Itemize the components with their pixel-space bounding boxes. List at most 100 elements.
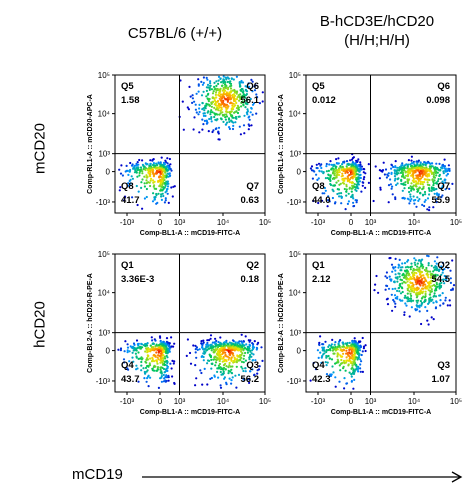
event-dot: [346, 352, 349, 355]
event-dot: [327, 173, 330, 176]
event-dot: [210, 376, 213, 380]
event-dot: [159, 340, 162, 343]
event-dot: [163, 371, 166, 374]
event-dot: [423, 276, 426, 279]
event-dot: [252, 102, 256, 105]
event-dot: [394, 302, 397, 305]
event-dot: [432, 182, 435, 185]
event-dot: [238, 125, 241, 128]
event-dot: [406, 197, 409, 200]
event-dot: [233, 111, 236, 114]
event-dot: [394, 273, 397, 276]
event-dot: [415, 272, 418, 275]
event-dot: [343, 377, 346, 380]
event-dot: [406, 181, 410, 185]
event-dot: [331, 346, 334, 349]
event-dot: [212, 129, 215, 132]
event-dot: [441, 194, 444, 197]
event-dot: [351, 366, 354, 369]
x-tick-label: 0: [158, 218, 163, 227]
event-dot: [325, 162, 328, 166]
event-dot: [230, 359, 233, 362]
y-tick-label: 10³: [98, 150, 110, 159]
event-dot: [251, 346, 254, 349]
event-dot: [234, 346, 237, 349]
event-dot: [421, 203, 424, 206]
event-dot: [425, 279, 428, 283]
event-dot: [236, 104, 239, 107]
event-dot: [342, 352, 345, 355]
event-dot: [411, 282, 414, 285]
event-dot: [217, 75, 221, 78]
event-dot: [413, 261, 416, 264]
event-dot: [353, 363, 356, 366]
event-dot: [325, 356, 328, 359]
event-dot: [235, 107, 239, 110]
event-dot: [432, 176, 436, 179]
event-dot: [389, 178, 392, 181]
event-dot: [398, 298, 401, 301]
event-dot: [326, 361, 329, 364]
event-dot: [414, 169, 418, 172]
event-dot: [402, 276, 405, 279]
event-dot: [160, 198, 163, 201]
event-dot: [165, 168, 168, 172]
event-dot: [161, 192, 164, 195]
event-dot: [424, 292, 427, 296]
event-dot: [249, 349, 252, 352]
event-dot: [141, 159, 144, 162]
event-dot: [201, 383, 204, 386]
event-dot: [142, 165, 145, 168]
event-dot: [150, 177, 153, 180]
event-dot: [319, 335, 322, 338]
event-dot: [170, 345, 173, 348]
event-dot: [239, 133, 242, 136]
event-dot: [440, 196, 443, 199]
event-dot: [134, 352, 137, 355]
event-dot: [248, 381, 251, 384]
event-dot: [367, 163, 370, 166]
event-dot: [434, 295, 438, 298]
event-dot: [361, 336, 364, 340]
event-dot: [357, 165, 360, 168]
event-dot: [445, 174, 448, 177]
event-dot: [200, 340, 203, 343]
event-dot: [166, 192, 169, 195]
event-dot: [240, 365, 243, 368]
event-dot: [434, 169, 437, 172]
event-dot: [412, 160, 415, 163]
event-dot: [350, 195, 353, 199]
event-dot: [160, 195, 163, 198]
event-dot: [418, 273, 422, 276]
event-dot: [237, 108, 240, 111]
event-dot: [201, 83, 204, 86]
event-dot: [351, 356, 354, 360]
event-dot: [203, 112, 206, 115]
event-dot: [398, 166, 401, 169]
event-dot: [246, 113, 249, 116]
event-dot: [153, 164, 156, 167]
event-dot: [350, 181, 353, 184]
quadrant-name: Q8: [121, 181, 134, 192]
event-dot: [316, 178, 319, 181]
event-dot: [197, 84, 200, 87]
event-dot: [328, 178, 332, 181]
x-tick-label: 10³: [365, 397, 377, 406]
event-dot: [161, 346, 164, 349]
event-dot: [438, 283, 441, 286]
event-dot: [227, 372, 230, 375]
event-dot: [250, 124, 253, 127]
event-dot: [230, 110, 233, 113]
event-dot: [194, 351, 197, 354]
x-tick-label: 10⁵: [450, 397, 462, 406]
event-dot: [420, 177, 423, 180]
event-dot: [347, 163, 350, 166]
y-tick-label: 10⁵: [98, 250, 110, 259]
event-dot: [227, 343, 230, 346]
event-dot: [325, 349, 328, 352]
event-dot: [435, 201, 438, 204]
event-dot: [328, 357, 331, 360]
event-dot: [165, 364, 168, 367]
event-dot: [350, 373, 353, 376]
event-dot: [439, 299, 442, 302]
